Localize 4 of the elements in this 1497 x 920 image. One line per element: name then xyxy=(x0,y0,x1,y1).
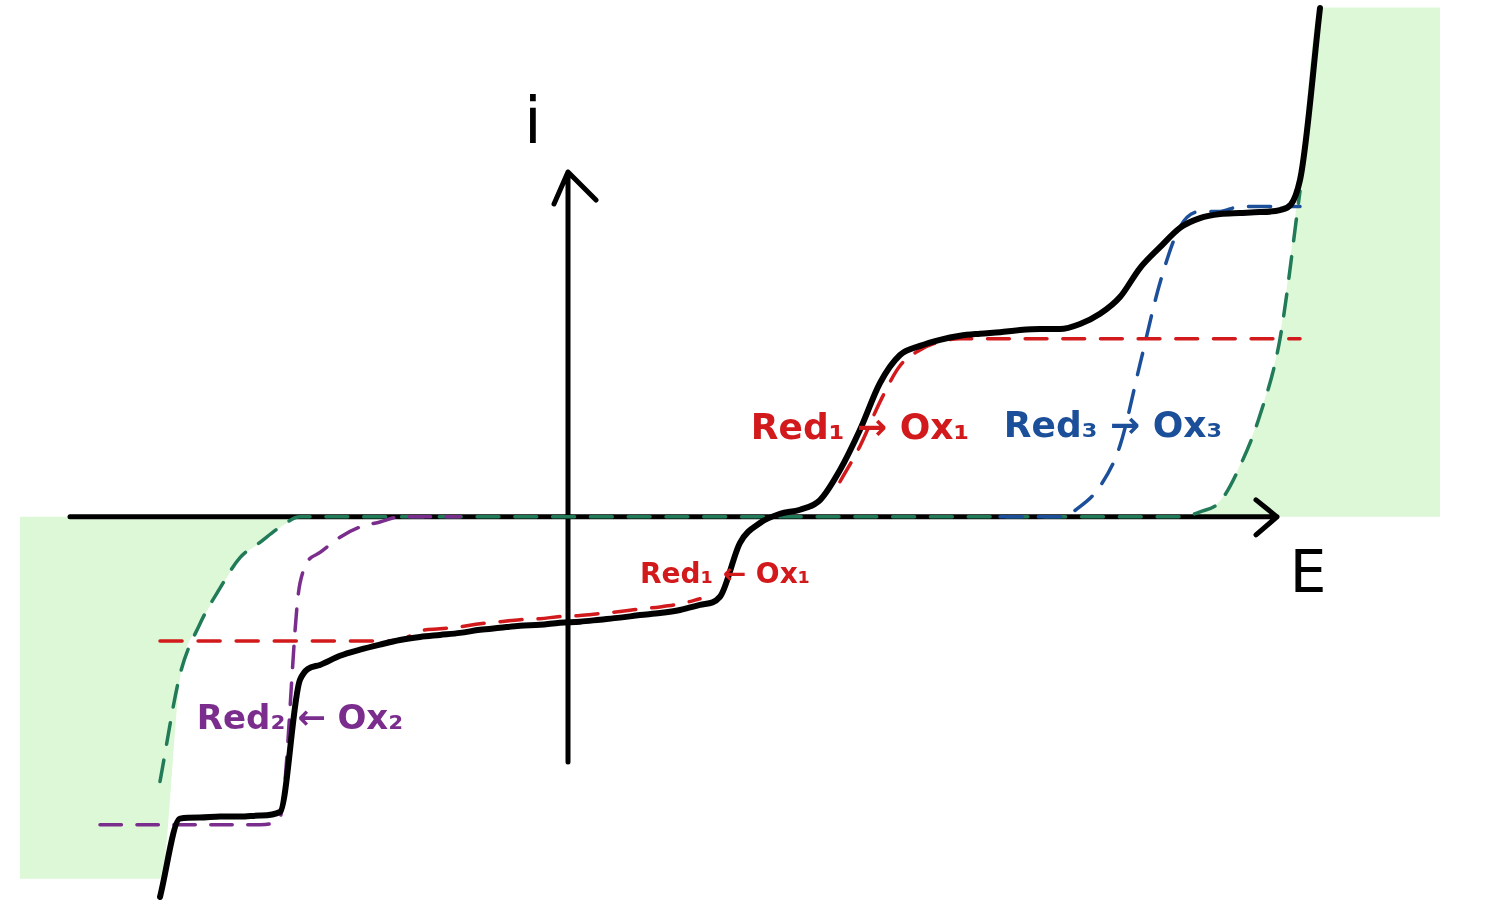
y-axis-title: i xyxy=(524,83,542,158)
x-axis-title: E xyxy=(1289,538,1327,607)
series-label: Red₂ ← Ox₂ xyxy=(196,696,404,737)
series-label: Red₃ → Ox₃ xyxy=(1003,404,1223,446)
